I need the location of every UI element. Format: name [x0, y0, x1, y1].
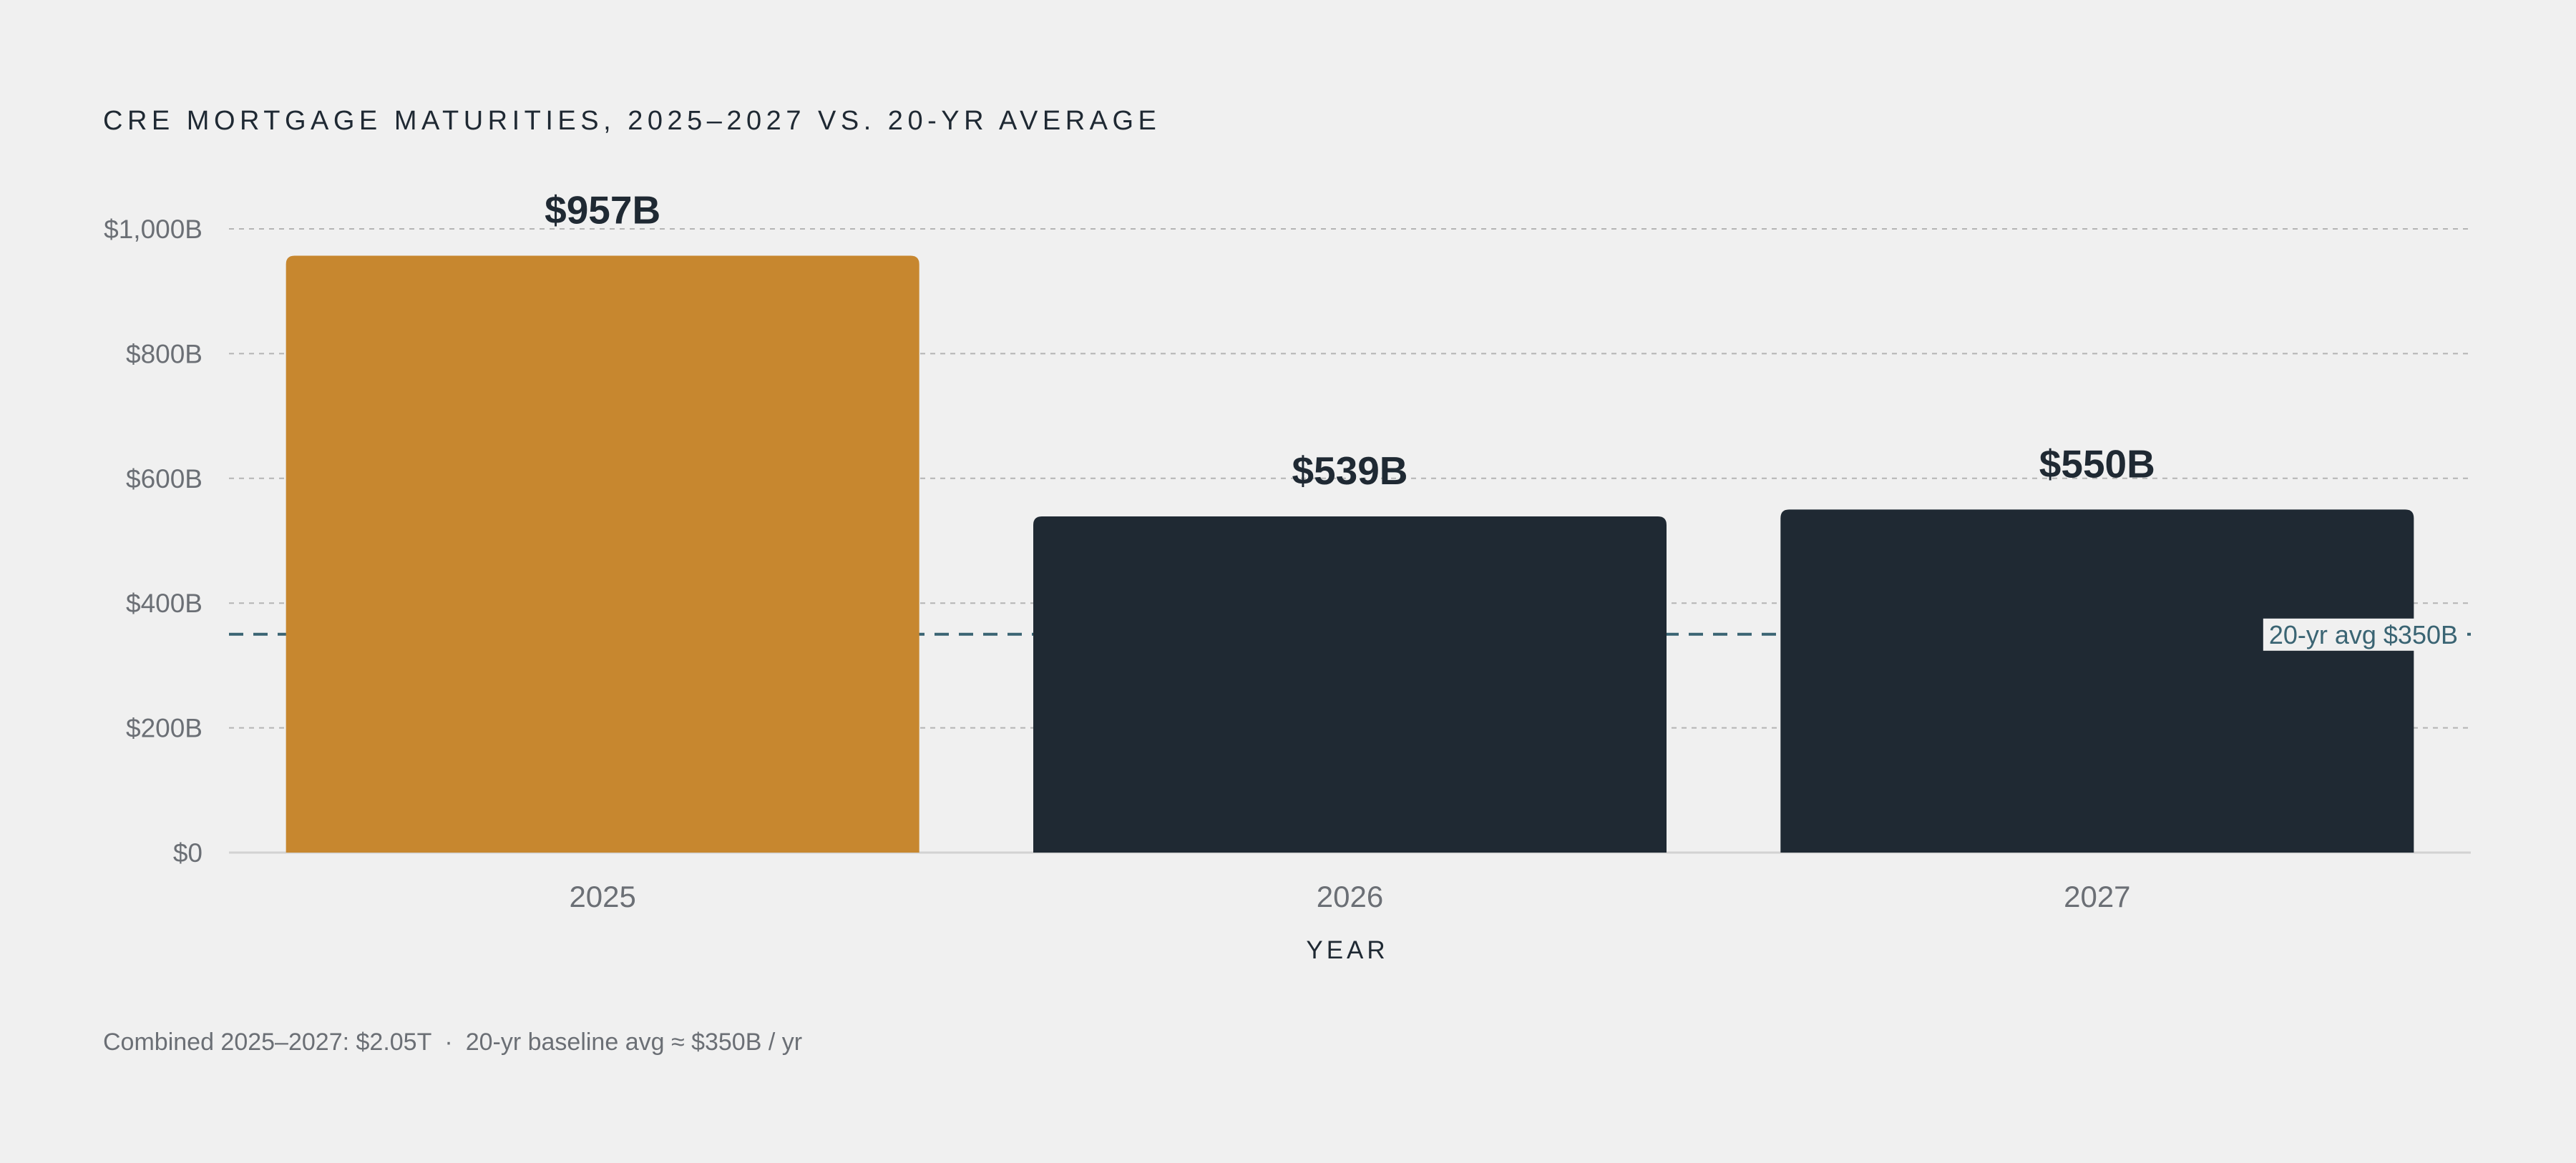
chart-title: CRE MORTGAGE MATURITIES, 2025–2027 VS. 2…	[103, 106, 1161, 136]
footnote: Combined 2025–2027: $2.05T · 20-yr baselin…	[103, 1029, 802, 1056]
reference-label-background	[2263, 618, 2464, 651]
reference-label-group: 20-yr avg $350B	[2263, 618, 2464, 651]
footnote-combined: Combined 2025–2027: $2.05T	[103, 1029, 432, 1056]
y-tick-label: $0	[173, 838, 203, 868]
value-label-2025: $957B	[545, 187, 660, 232]
bar-2027	[1780, 509, 2414, 853]
bar-2025	[286, 255, 919, 853]
value-label-2026: $539B	[1292, 448, 1407, 493]
y-axis-ticks: $0 $200B $400B $600B $800B $1,000B	[104, 215, 203, 868]
y-tick-label: $600B	[126, 464, 203, 494]
value-label-2027: $550B	[2039, 441, 2155, 486]
bars	[286, 255, 2414, 853]
y-tick-label: $200B	[126, 714, 203, 743]
y-tick-label: $400B	[126, 589, 203, 618]
x-axis-title: YEAR	[1306, 936, 1388, 964]
x-tick-label-2026: 2026	[1317, 880, 1383, 913]
reference-line-label: 20-yr avg $350B	[2269, 620, 2458, 649]
footnote-baseline: 20-yr baseline avg ≈ $350B / yr	[465, 1029, 803, 1056]
footnote-separator: ·	[444, 1029, 453, 1056]
value-labels: $957B $539B $550B	[545, 187, 2155, 492]
bar-2026	[1033, 516, 1667, 853]
y-tick-label: $1,000B	[104, 215, 203, 244]
y-tick-label: $800B	[126, 339, 203, 368]
x-tick-label-2027: 2027	[2064, 880, 2130, 913]
x-tick-label-2025: 2025	[569, 880, 635, 913]
x-axis-categories: 2025 2026 2027	[569, 880, 2130, 913]
